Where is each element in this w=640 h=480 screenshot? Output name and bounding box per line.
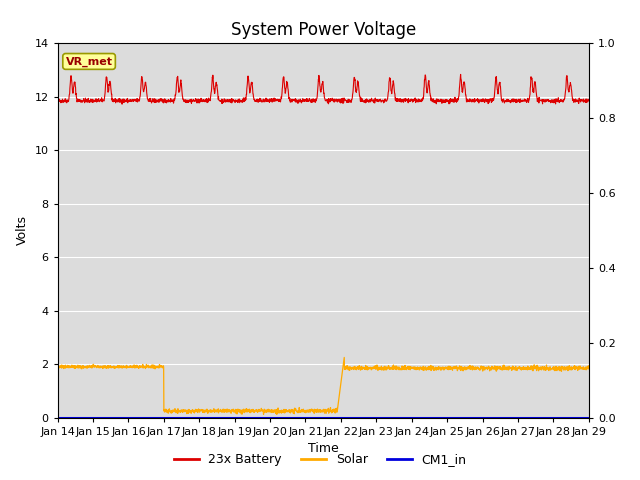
X-axis label: Time: Time: [308, 442, 339, 455]
Legend: 23x Battery, Solar, CM1_in: 23x Battery, Solar, CM1_in: [168, 448, 472, 471]
Title: System Power Voltage: System Power Voltage: [230, 21, 416, 39]
Text: VR_met: VR_met: [65, 56, 113, 67]
Y-axis label: Volts: Volts: [16, 216, 29, 245]
